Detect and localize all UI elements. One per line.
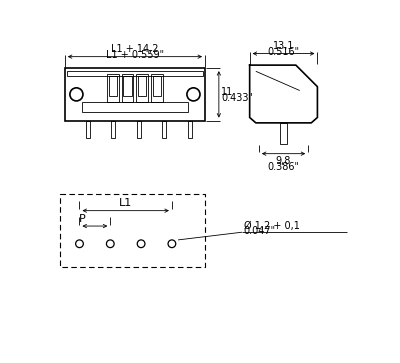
Bar (86, 121, 90, 138)
Bar (65, 68, 205, 121)
Text: 0.386": 0.386" (268, 162, 300, 172)
Text: 9,8: 9,8 (276, 156, 291, 166)
Bar (112, 121, 115, 138)
Text: L1 + 14,2: L1 + 14,2 (111, 44, 159, 54)
Text: 11: 11 (221, 87, 234, 97)
Text: L1 + 0.559": L1 + 0.559" (106, 50, 164, 61)
Bar (123, 76, 132, 96)
Bar (162, 121, 166, 138)
Bar (138, 76, 146, 96)
Text: 0.516": 0.516" (268, 48, 300, 57)
Bar (122, 74, 133, 102)
Bar (137, 121, 141, 138)
Bar (151, 74, 163, 102)
Bar (67, 70, 203, 76)
Bar (280, 123, 287, 144)
Bar (136, 74, 148, 102)
Bar (82, 102, 188, 112)
Bar (109, 76, 117, 96)
Text: 13,1: 13,1 (273, 41, 294, 51)
Bar (153, 76, 161, 96)
Bar (107, 74, 119, 102)
Text: L1: L1 (119, 198, 132, 208)
Text: 0.433": 0.433" (221, 93, 253, 103)
Text: P: P (79, 214, 86, 224)
Text: Ø 1,2 + 0,1: Ø 1,2 + 0,1 (244, 221, 299, 231)
Bar (188, 121, 192, 138)
Text: 0.047": 0.047" (244, 226, 276, 236)
